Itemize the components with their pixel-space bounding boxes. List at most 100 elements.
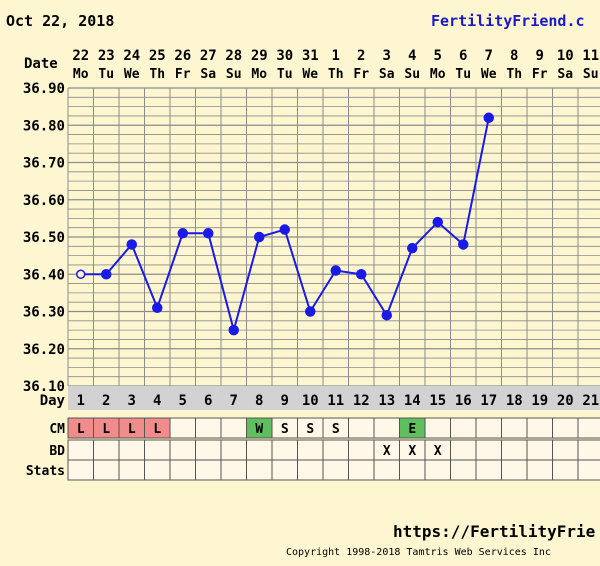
weekday-label: Tu: [277, 67, 293, 82]
date-label: 26: [174, 48, 191, 64]
date-label: 28: [225, 48, 242, 64]
cm-cell-value: S: [332, 422, 340, 437]
weekday-label: Su: [404, 67, 420, 82]
temperature-point: [483, 112, 494, 124]
weekday-label: Su: [583, 67, 599, 82]
cycle-day-label: 11: [327, 393, 344, 409]
date-label: 22: [72, 48, 89, 64]
cycle-day-label: 3: [128, 393, 136, 409]
day-row-bg: [68, 386, 600, 410]
cycle-day-label: 18: [506, 393, 523, 409]
temperature-point: [458, 239, 469, 250]
cm-cell-value: S: [281, 422, 289, 437]
cycle-day-label: 1: [77, 393, 85, 409]
cycle-day-label: 9: [281, 393, 289, 409]
temperature-point: [126, 239, 137, 250]
y-tick-label: 36.70: [23, 156, 65, 172]
y-tick-label: 36.10: [23, 379, 65, 395]
cycle-day-label: 21: [582, 393, 599, 409]
temperature-point: [76, 269, 86, 279]
bd-cell-value: X: [434, 444, 442, 459]
cycle-day-label: 5: [179, 393, 187, 409]
cycle-day-label: 6: [204, 393, 212, 409]
cm-cell-value: L: [153, 422, 161, 437]
temperature-point: [177, 228, 188, 239]
cycle-day-label: 14: [404, 393, 421, 409]
date-label: 25: [149, 48, 166, 64]
temperature-point: [432, 216, 443, 228]
date-label: 11: [582, 48, 599, 64]
y-tick-label: 36.30: [23, 305, 65, 321]
temperature-point: [381, 309, 392, 321]
y-tick-label: 36.80: [23, 118, 65, 134]
weekday-label: Th: [328, 67, 344, 82]
date-row-label: Date: [24, 56, 58, 72]
cm-cell-value: E: [408, 422, 416, 437]
fertilityfriend-link[interactable]: FertilityFriend.c: [431, 12, 585, 30]
date-label: 7: [485, 48, 493, 64]
temperature-point: [228, 324, 239, 336]
date-label: 23: [98, 48, 115, 64]
cm-cell-value: L: [102, 422, 110, 437]
weekday-label: Tu: [98, 67, 114, 82]
weekday-label: Mo: [430, 67, 446, 82]
date-label: 1: [332, 48, 340, 64]
temperature-point: [152, 302, 163, 314]
temperature-point: [203, 228, 214, 239]
footer-url[interactable]: https://FertilityFrie: [393, 522, 596, 541]
temperature-point: [101, 269, 112, 280]
weekday-label: Su: [226, 67, 242, 82]
date-label: 3: [383, 48, 391, 64]
date-label: 8: [510, 48, 518, 64]
date-label: 6: [459, 48, 467, 64]
cm-row-label: CM: [49, 422, 65, 437]
temperature-point: [305, 306, 316, 317]
date-label: 9: [536, 48, 544, 64]
weekday-label: Mo: [251, 67, 267, 82]
day-row-label: Day: [40, 393, 66, 409]
y-tick-label: 36.60: [23, 193, 65, 209]
weekday-label: Tu: [455, 67, 471, 82]
date-label: 4: [408, 48, 416, 64]
y-tick-label: 36.50: [23, 230, 65, 246]
y-tick-label: 36.20: [23, 342, 65, 358]
cycle-day-label: 4: [153, 393, 161, 409]
temperature-point: [279, 224, 290, 235]
date-label: 2: [357, 48, 365, 64]
cycle-day-label: 20: [557, 393, 574, 409]
weekday-label: Fr: [175, 67, 191, 82]
temperature-point: [407, 242, 418, 254]
y-tick-label: 36.90: [23, 81, 65, 97]
weekday-label: We: [481, 67, 497, 82]
cycle-day-label: 10: [302, 393, 319, 409]
cycle-day-label: 2: [102, 393, 110, 409]
cm-cell-value: S: [306, 422, 314, 437]
weekday-label: We: [302, 67, 318, 82]
cm-cell-value: W: [255, 422, 263, 437]
date-label: 5: [434, 48, 442, 64]
weekday-label: Sa: [200, 67, 216, 82]
footer-copyright: Copyright 1998-2018 Tamtris Web Services…: [286, 547, 551, 558]
chart-start-date: Oct 22, 2018: [6, 12, 115, 30]
weekday-label: We: [124, 67, 140, 82]
cm-cell-value: L: [77, 422, 85, 437]
date-label: 31: [302, 48, 319, 64]
cycle-day-label: 16: [455, 393, 472, 409]
stats-row-bg: [67, 459, 600, 481]
cm-cell: [577, 417, 600, 439]
weekday-label: Fr: [532, 67, 548, 82]
date-label: 24: [123, 48, 140, 64]
bd-cell-value: X: [408, 444, 416, 459]
date-label: 10: [557, 48, 574, 64]
stats-cell: [577, 459, 600, 481]
cycle-day-label: 13: [378, 393, 395, 409]
cycle-day-label: 7: [230, 393, 238, 409]
temperature-point: [356, 269, 367, 280]
weekday-label: Fr: [353, 67, 369, 82]
cycle-day-label: 12: [353, 393, 370, 409]
cycle-day-label: 15: [429, 393, 446, 409]
weekday-label: Th: [506, 67, 522, 82]
temperature-point: [330, 265, 341, 276]
